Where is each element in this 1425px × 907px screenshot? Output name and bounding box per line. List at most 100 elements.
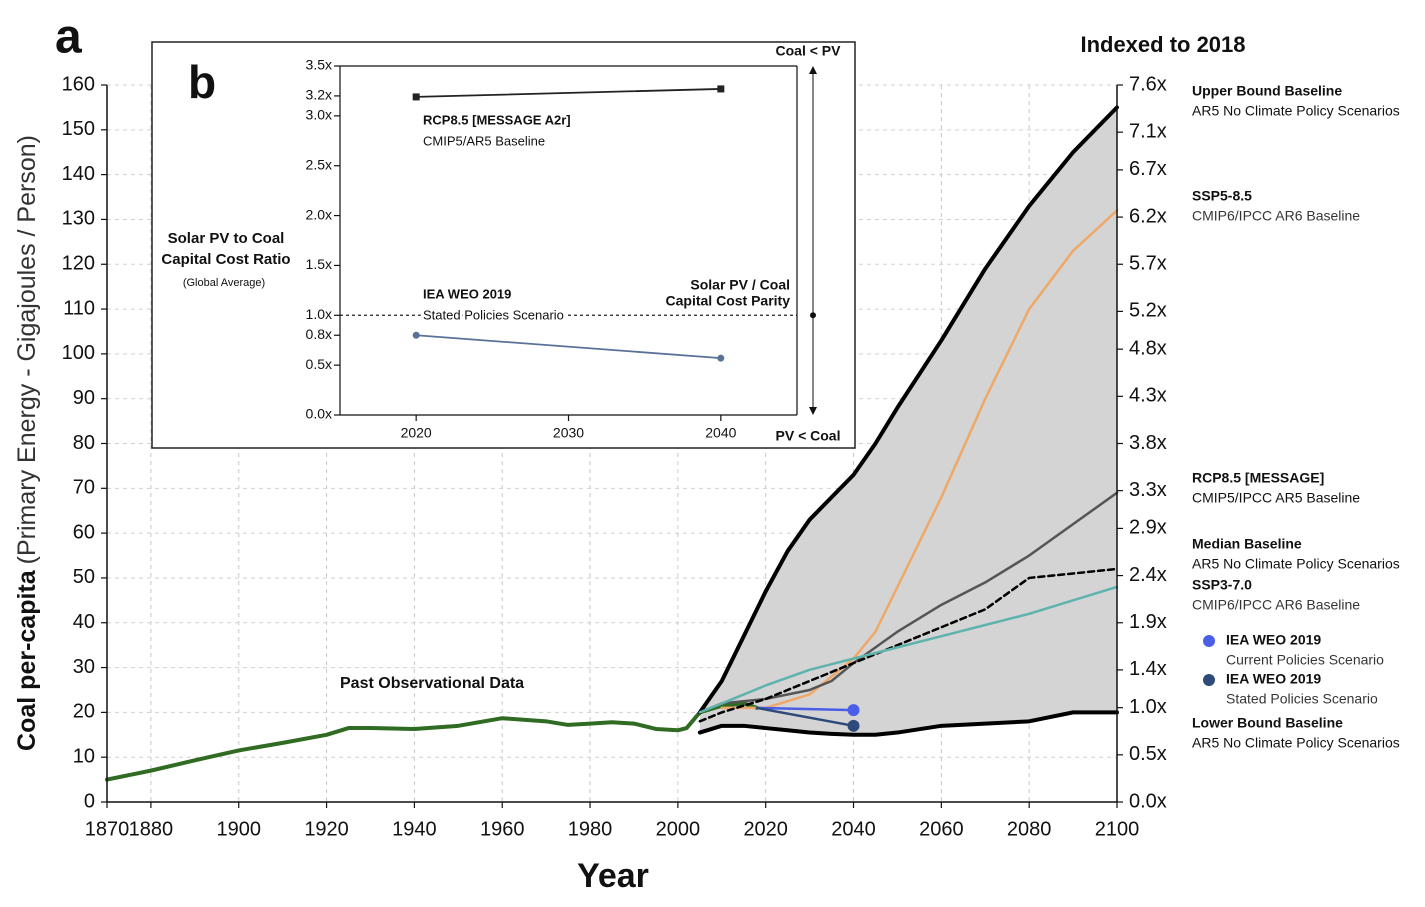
legend-label: Upper Bound Baseline bbox=[1192, 83, 1342, 99]
legend-label: Median Baseline bbox=[1192, 536, 1302, 552]
x-tick-label: 1900 bbox=[216, 818, 261, 840]
panel-label: b bbox=[188, 56, 216, 108]
y-tick-label: 110 bbox=[63, 297, 95, 319]
x-tick-label: 2000 bbox=[656, 818, 701, 840]
y-tick-label: 1.5x bbox=[306, 256, 332, 272]
y2-tick-label: 3.3x bbox=[1129, 479, 1167, 501]
x-tick-label: 2080 bbox=[1007, 818, 1052, 840]
y-tick-label: 0 bbox=[84, 790, 95, 812]
series-line bbox=[698, 567, 1119, 723]
legend-sublabel: CMIP5/IPCC AR5 Baseline bbox=[1192, 490, 1360, 506]
y-tick-label: 0.8x bbox=[306, 326, 332, 342]
x-tick-label: 1960 bbox=[480, 818, 525, 840]
y-tick-label: 3.2x bbox=[306, 87, 332, 103]
y2-tick-label: 1.9x bbox=[1129, 611, 1167, 633]
y-tick-label: 100 bbox=[62, 342, 95, 364]
y-tick-label: 140 bbox=[62, 163, 95, 185]
parity-label: Capital Cost Parity bbox=[666, 293, 791, 309]
legend-sublabel: CMIP6/IPCC AR6 Baseline bbox=[1192, 208, 1360, 224]
y2-tick-label: 5.2x bbox=[1129, 300, 1167, 322]
y2-tick-label: 6.7x bbox=[1129, 158, 1167, 180]
x-tick-label: 1880 bbox=[129, 818, 174, 840]
x-tick-label: 2040 bbox=[831, 818, 876, 840]
range-band bbox=[699, 107, 1117, 735]
x-tick-label: 2060 bbox=[919, 818, 964, 840]
x-tick-label: 1870 bbox=[85, 818, 130, 840]
x-tick-label: 1940 bbox=[392, 818, 437, 840]
y-tick-label: 2.5x bbox=[306, 156, 332, 172]
legend-sublabel: AR5 No Climate Policy Scenarios bbox=[1192, 735, 1400, 751]
legend-sublabel: Current Policies Scenario bbox=[1226, 652, 1384, 668]
series-line bbox=[698, 491, 1119, 714]
y2-tick-label: 6.2x bbox=[1129, 205, 1167, 227]
x-tick-label: 2020 bbox=[743, 818, 788, 840]
y2-tick-label: 5.7x bbox=[1129, 253, 1167, 275]
series-line bbox=[697, 710, 1119, 737]
y-tick-label: 70 bbox=[73, 477, 95, 499]
legend-marker bbox=[1203, 674, 1215, 686]
x-tick-label: 2030 bbox=[553, 425, 584, 441]
x-tick-label: 2020 bbox=[401, 425, 432, 441]
legend-sublabel: AR5 No Climate Policy Scenarios bbox=[1192, 103, 1400, 119]
series-line bbox=[698, 585, 1119, 714]
y-tick-label: 90 bbox=[73, 387, 95, 409]
y-tick-label: 3.0x bbox=[306, 107, 332, 123]
series-line bbox=[105, 701, 759, 782]
y2-tick-label: 7.1x bbox=[1129, 120, 1167, 142]
y-tick-label: 3.5x bbox=[306, 57, 332, 73]
y-axis-title: Capital Cost Ratio bbox=[161, 251, 290, 268]
y-axis-note: (Global Average) bbox=[183, 277, 265, 289]
series-line bbox=[697, 105, 1119, 715]
series-label: RCP8.5 [MESSAGE A2r] bbox=[423, 112, 571, 127]
point-marker bbox=[717, 85, 725, 93]
y2-tick-label: 7.6x bbox=[1129, 73, 1167, 95]
series-label: Past Observational Data bbox=[340, 675, 524, 692]
top-label: Coal < PV bbox=[776, 43, 842, 59]
y2-tick-label: 0.5x bbox=[1129, 743, 1167, 765]
y-tick-label: 150 bbox=[62, 118, 95, 140]
panel-label: a bbox=[55, 11, 82, 64]
x-tick-label: 1920 bbox=[304, 818, 349, 840]
y-tick-label: 160 bbox=[62, 73, 95, 95]
y-tick-label: 80 bbox=[73, 432, 95, 454]
y-tick-label: 2.0x bbox=[306, 206, 332, 222]
legend-label: SSP5-8.5 bbox=[1192, 188, 1252, 204]
y2-tick-label: 1.4x bbox=[1129, 658, 1167, 680]
x-axis-title: Year bbox=[577, 857, 649, 895]
series-line bbox=[720, 209, 1119, 710]
y2-tick-label: 2.9x bbox=[1129, 517, 1167, 539]
y2-tick-label: 3.8x bbox=[1129, 432, 1167, 454]
y-tick-label: 1.0x bbox=[306, 306, 332, 322]
y-axis-title: Solar PV to Coal bbox=[168, 230, 285, 247]
legend-label: IEA WEO 2019 bbox=[1226, 671, 1321, 687]
parity-marker bbox=[810, 312, 816, 319]
bottom-label: PV < Coal bbox=[776, 428, 841, 444]
y-tick-label: 10 bbox=[73, 745, 95, 767]
y2-tick-label: 0.0x bbox=[1129, 790, 1167, 812]
y2-tick-label: 1.0x bbox=[1129, 696, 1167, 718]
point-marker bbox=[717, 354, 725, 362]
y-tick-label: 0.5x bbox=[306, 356, 332, 372]
legend-sublabel: CMIP6/IPCC AR6 Baseline bbox=[1192, 597, 1360, 613]
y-tick-label: 20 bbox=[73, 701, 95, 723]
point-marker bbox=[412, 331, 420, 339]
y2-tick-label: 4.3x bbox=[1129, 385, 1167, 407]
legend-label: SSP3-7.0 bbox=[1192, 577, 1252, 593]
point-marker bbox=[847, 704, 860, 717]
x-tick-label: 1980 bbox=[568, 818, 613, 840]
point-marker bbox=[412, 93, 420, 101]
legend-label: RCP8.5 [MESSAGE] bbox=[1192, 470, 1324, 486]
legend-sublabel: Stated Policies Scenario bbox=[1226, 691, 1378, 707]
parity-label: Solar PV / Coal bbox=[690, 277, 790, 293]
y-axis-title-sub: (Primary Energy - Gigajoules / Person) bbox=[13, 135, 41, 564]
legend-label: IEA WEO 2019 bbox=[1226, 632, 1321, 648]
y-axis-title: Coal per-capita (Primary Energy - Gigajou… bbox=[13, 135, 41, 751]
y-tick-label: 50 bbox=[73, 566, 95, 588]
x-tick-label: 2040 bbox=[705, 425, 736, 441]
y2-tick-label: 2.4x bbox=[1129, 564, 1167, 586]
inset-panel bbox=[151, 41, 856, 449]
series-line bbox=[415, 88, 722, 98]
y2-tick-label: 4.8x bbox=[1129, 337, 1167, 359]
series-sublabel: CMIP5/AR5 Baseline bbox=[423, 133, 545, 148]
